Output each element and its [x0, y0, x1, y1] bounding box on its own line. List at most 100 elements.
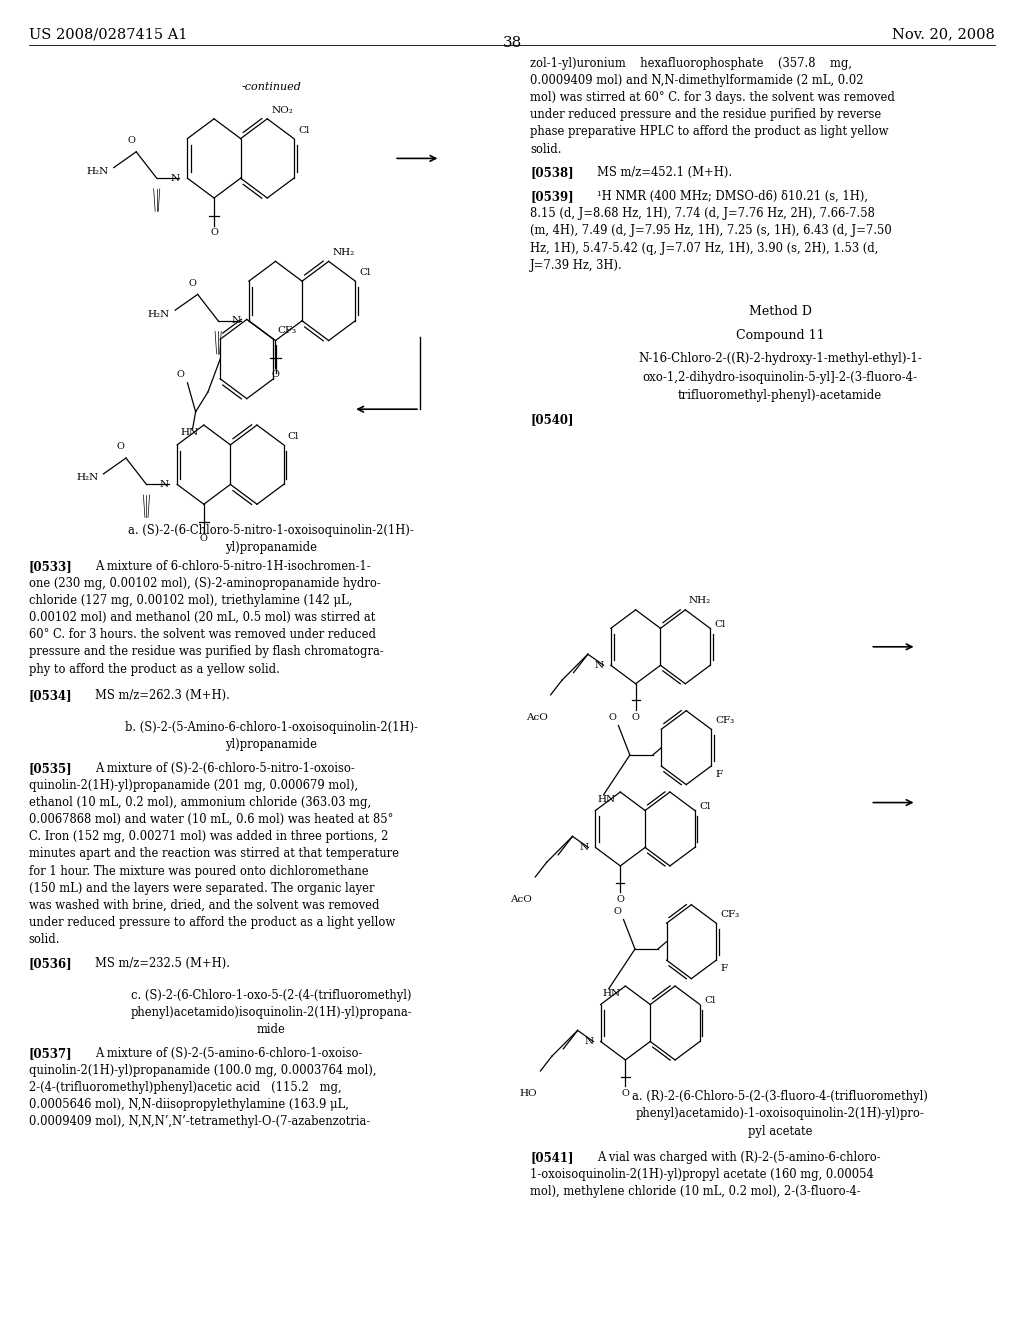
Text: J=7.39 Hz, 3H).: J=7.39 Hz, 3H).: [530, 259, 624, 272]
Text: a. (R)-2-(6-Chloro-5-(2-(3-fluoro-4-(trifluoromethyl): a. (R)-2-(6-Chloro-5-(2-(3-fluoro-4-(tri…: [633, 1090, 928, 1104]
Text: 0.0005646 mol), N,N-diisopropylethylamine (163.9 μL,: 0.0005646 mol), N,N-diisopropylethylamin…: [29, 1098, 348, 1111]
Text: AcO: AcO: [526, 713, 548, 722]
Text: N: N: [231, 317, 241, 325]
Text: solid.: solid.: [530, 143, 562, 156]
Text: O: O: [127, 136, 135, 145]
Text: HN: HN: [598, 795, 615, 804]
Text: 60° C. for 3 hours. the solvent was removed under reduced: 60° C. for 3 hours. the solvent was remo…: [29, 628, 376, 642]
Text: N-16-Chloro-2-((R)-2-hydroxy-1-methyl-ethyl)-1-: N-16-Chloro-2-((R)-2-hydroxy-1-methyl-et…: [638, 352, 923, 366]
Text: mol), methylene chloride (10 mL, 0.2 mol), 2-(3-fluoro-4-: mol), methylene chloride (10 mL, 0.2 mol…: [530, 1185, 861, 1199]
Text: trifluoromethyl-phenyl)-acetamide: trifluoromethyl-phenyl)-acetamide: [678, 389, 883, 403]
Text: O: O: [210, 227, 218, 236]
Text: quinolin-2(1H)-yl)propanamide (201 mg, 0.000679 mol),: quinolin-2(1H)-yl)propanamide (201 mg, 0…: [29, 779, 357, 792]
Text: [0539]: [0539]: [530, 190, 574, 203]
Text: CF₃: CF₃: [715, 717, 734, 725]
Text: Cl: Cl: [288, 432, 299, 441]
Text: A mixture of 6-chloro-5-nitro-1H-isochromen-1-: A mixture of 6-chloro-5-nitro-1H-isochro…: [95, 560, 371, 573]
Text: A mixture of (S)-2-(6-chloro-5-nitro-1-oxoiso-: A mixture of (S)-2-(6-chloro-5-nitro-1-o…: [95, 762, 355, 775]
Text: O: O: [632, 713, 640, 722]
Text: NO₂: NO₂: [271, 106, 293, 115]
Text: Cl: Cl: [698, 803, 711, 810]
Text: 8.15 (d, J=8.68 Hz, 1H), 7.74 (d, J=7.76 Hz, 2H), 7.66-7.58: 8.15 (d, J=8.68 Hz, 1H), 7.74 (d, J=7.76…: [530, 207, 876, 220]
Text: NH₂: NH₂: [688, 595, 711, 605]
Text: was washed with brine, dried, and the solvent was removed: was washed with brine, dried, and the so…: [29, 899, 379, 912]
Text: c. (S)-2-(6-Chloro-1-oxo-5-(2-(4-(trifluoromethyl): c. (S)-2-(6-Chloro-1-oxo-5-(2-(4-(triflu…: [131, 989, 412, 1002]
Text: O: O: [622, 1089, 630, 1098]
Text: phenyl)acetamido)isoquinolin-2(1H)-yl)propana-: phenyl)acetamido)isoquinolin-2(1H)-yl)pr…: [130, 1006, 413, 1019]
Text: 2-(4-(trifluoromethyl)phenyl)acetic acid   (115.2   mg,: 2-(4-(trifluoromethyl)phenyl)acetic acid…: [29, 1081, 341, 1094]
Text: [0538]: [0538]: [530, 166, 574, 180]
Text: N: N: [585, 1038, 594, 1045]
Text: [0537]: [0537]: [29, 1047, 73, 1060]
Text: yl)propanamide: yl)propanamide: [225, 738, 317, 751]
Text: chloride (127 mg, 0.00102 mol), triethylamine (142 μL,: chloride (127 mg, 0.00102 mol), triethyl…: [29, 594, 352, 607]
Text: pressure and the residue was purified by flash chromatogra-: pressure and the residue was purified by…: [29, 645, 383, 659]
Text: Hz, 1H), 5.47-5.42 (q, J=7.07 Hz, 1H), 3.90 (s, 2H), 1.53 (d,: Hz, 1H), 5.47-5.42 (q, J=7.07 Hz, 1H), 3…: [530, 242, 879, 255]
Text: Compound 11: Compound 11: [736, 329, 824, 342]
Text: A mixture of (S)-2-(5-amino-6-chloro-1-oxoiso-: A mixture of (S)-2-(5-amino-6-chloro-1-o…: [95, 1047, 362, 1060]
Text: oxo-1,2-dihydro-isoquinolin-5-yl]-2-(3-fluoro-4-: oxo-1,2-dihydro-isoquinolin-5-yl]-2-(3-f…: [643, 371, 918, 384]
Text: MS m/z=452.1 (M+H).: MS m/z=452.1 (M+H).: [597, 166, 732, 180]
Text: phy to afford the product as a yellow solid.: phy to afford the product as a yellow so…: [29, 663, 280, 676]
Text: [0540]: [0540]: [530, 413, 573, 426]
Text: CF₃: CF₃: [278, 326, 297, 335]
Text: O: O: [608, 713, 616, 722]
Text: NH₂: NH₂: [333, 248, 355, 257]
Text: yl)propanamide: yl)propanamide: [225, 541, 317, 554]
Text: O: O: [616, 895, 625, 904]
Text: 0.0067868 mol) and water (10 mL, 0.6 mol) was heated at 85°: 0.0067868 mol) and water (10 mL, 0.6 mol…: [29, 813, 393, 826]
Text: [0541]: [0541]: [530, 1151, 573, 1164]
Text: phenyl)acetamido)-1-oxoisoquinolin-2(1H)-yl)pro-: phenyl)acetamido)-1-oxoisoquinolin-2(1H)…: [636, 1107, 925, 1121]
Text: [0534]: [0534]: [29, 689, 73, 702]
Text: H₂N: H₂N: [147, 310, 170, 318]
Text: H₂N: H₂N: [86, 168, 109, 176]
Text: O: O: [200, 533, 208, 543]
Text: N: N: [170, 174, 179, 182]
Text: O: O: [176, 370, 184, 379]
Text: MS m/z=232.5 (M+H).: MS m/z=232.5 (M+H).: [95, 957, 230, 970]
Text: ethanol (10 mL, 0.2 mol), ammonium chloride (363.03 mg,: ethanol (10 mL, 0.2 mol), ammonium chlor…: [29, 796, 371, 809]
Text: Cl: Cl: [714, 620, 726, 628]
Text: CF₃: CF₃: [720, 911, 739, 919]
Text: US 2008/0287415 A1: US 2008/0287415 A1: [29, 28, 187, 42]
Text: 0.0009409 mol) and N,N-dimethylformamide (2 mL, 0.02: 0.0009409 mol) and N,N-dimethylformamide…: [530, 74, 864, 87]
Text: 38: 38: [503, 36, 521, 50]
Text: O: O: [613, 907, 622, 916]
Text: 1-oxoisoquinolin-2(1H)-yl)propyl acetate (160 mg, 0.00054: 1-oxoisoquinolin-2(1H)-yl)propyl acetate…: [530, 1168, 874, 1181]
Text: (150 mL) and the layers were separated. The organic layer: (150 mL) and the layers were separated. …: [29, 882, 374, 895]
Text: for 1 hour. The mixture was poured onto dichloromethane: for 1 hour. The mixture was poured onto …: [29, 865, 369, 878]
Text: HO: HO: [520, 1089, 538, 1098]
Text: mide: mide: [257, 1023, 286, 1036]
Text: F: F: [715, 770, 722, 779]
Text: ¹H NMR (400 MHz; DMSO-d6) δ10.21 (s, 1H),: ¹H NMR (400 MHz; DMSO-d6) δ10.21 (s, 1H)…: [597, 190, 868, 203]
Text: HN: HN: [603, 989, 621, 998]
Text: pyl acetate: pyl acetate: [749, 1125, 812, 1138]
Text: zol-1-yl)uronium    hexafluorophosphate    (357.8    mg,: zol-1-yl)uronium hexafluorophosphate (35…: [530, 57, 852, 70]
Text: O: O: [188, 279, 197, 288]
Text: Cl: Cl: [298, 125, 309, 135]
Text: a. (S)-2-(6-Chloro-5-nitro-1-oxoisoquinolin-2(1H)-: a. (S)-2-(6-Chloro-5-nitro-1-oxoisoquino…: [128, 524, 415, 537]
Text: HN: HN: [180, 428, 199, 437]
Text: under reduced pressure to afford the product as a light yellow: under reduced pressure to afford the pro…: [29, 916, 395, 929]
Text: phase preparative HPLC to afford the product as light yellow: phase preparative HPLC to afford the pro…: [530, 125, 889, 139]
Text: [0533]: [0533]: [29, 560, 73, 573]
Text: [0536]: [0536]: [29, 957, 73, 970]
Text: -continued: -continued: [242, 82, 301, 92]
Text: A vial was charged with (R)-2-(5-amino-6-chloro-: A vial was charged with (R)-2-(5-amino-6…: [597, 1151, 881, 1164]
Text: one (230 mg, 0.00102 mol), (S)-2-aminopropanamide hydro-: one (230 mg, 0.00102 mol), (S)-2-aminopr…: [29, 577, 381, 590]
Text: Cl: Cl: [359, 268, 371, 277]
Text: AcO: AcO: [511, 895, 532, 904]
Text: quinolin-2(1H)-yl)propanamide (100.0 mg, 0.0003764 mol),: quinolin-2(1H)-yl)propanamide (100.0 mg,…: [29, 1064, 376, 1077]
Text: Method D: Method D: [749, 305, 812, 318]
Text: b. (S)-2-(5-Amino-6-chloro-1-oxoisoquinolin-2(1H)-: b. (S)-2-(5-Amino-6-chloro-1-oxoisoquino…: [125, 721, 418, 734]
Text: O: O: [117, 442, 125, 451]
Text: C. Iron (152 mg, 0.00271 mol) was added in three portions, 2: C. Iron (152 mg, 0.00271 mol) was added …: [29, 830, 388, 843]
Text: Cl: Cl: [703, 997, 716, 1005]
Text: N: N: [595, 661, 604, 669]
Text: mol) was stirred at 60° C. for 3 days. the solvent was removed: mol) was stirred at 60° C. for 3 days. t…: [530, 91, 895, 104]
Text: O: O: [271, 370, 280, 379]
Text: minutes apart and the reaction was stirred at that temperature: minutes apart and the reaction was stirr…: [29, 847, 398, 861]
Text: H₂N: H₂N: [76, 474, 98, 482]
Text: N: N: [580, 843, 589, 851]
Text: N: N: [160, 480, 169, 488]
